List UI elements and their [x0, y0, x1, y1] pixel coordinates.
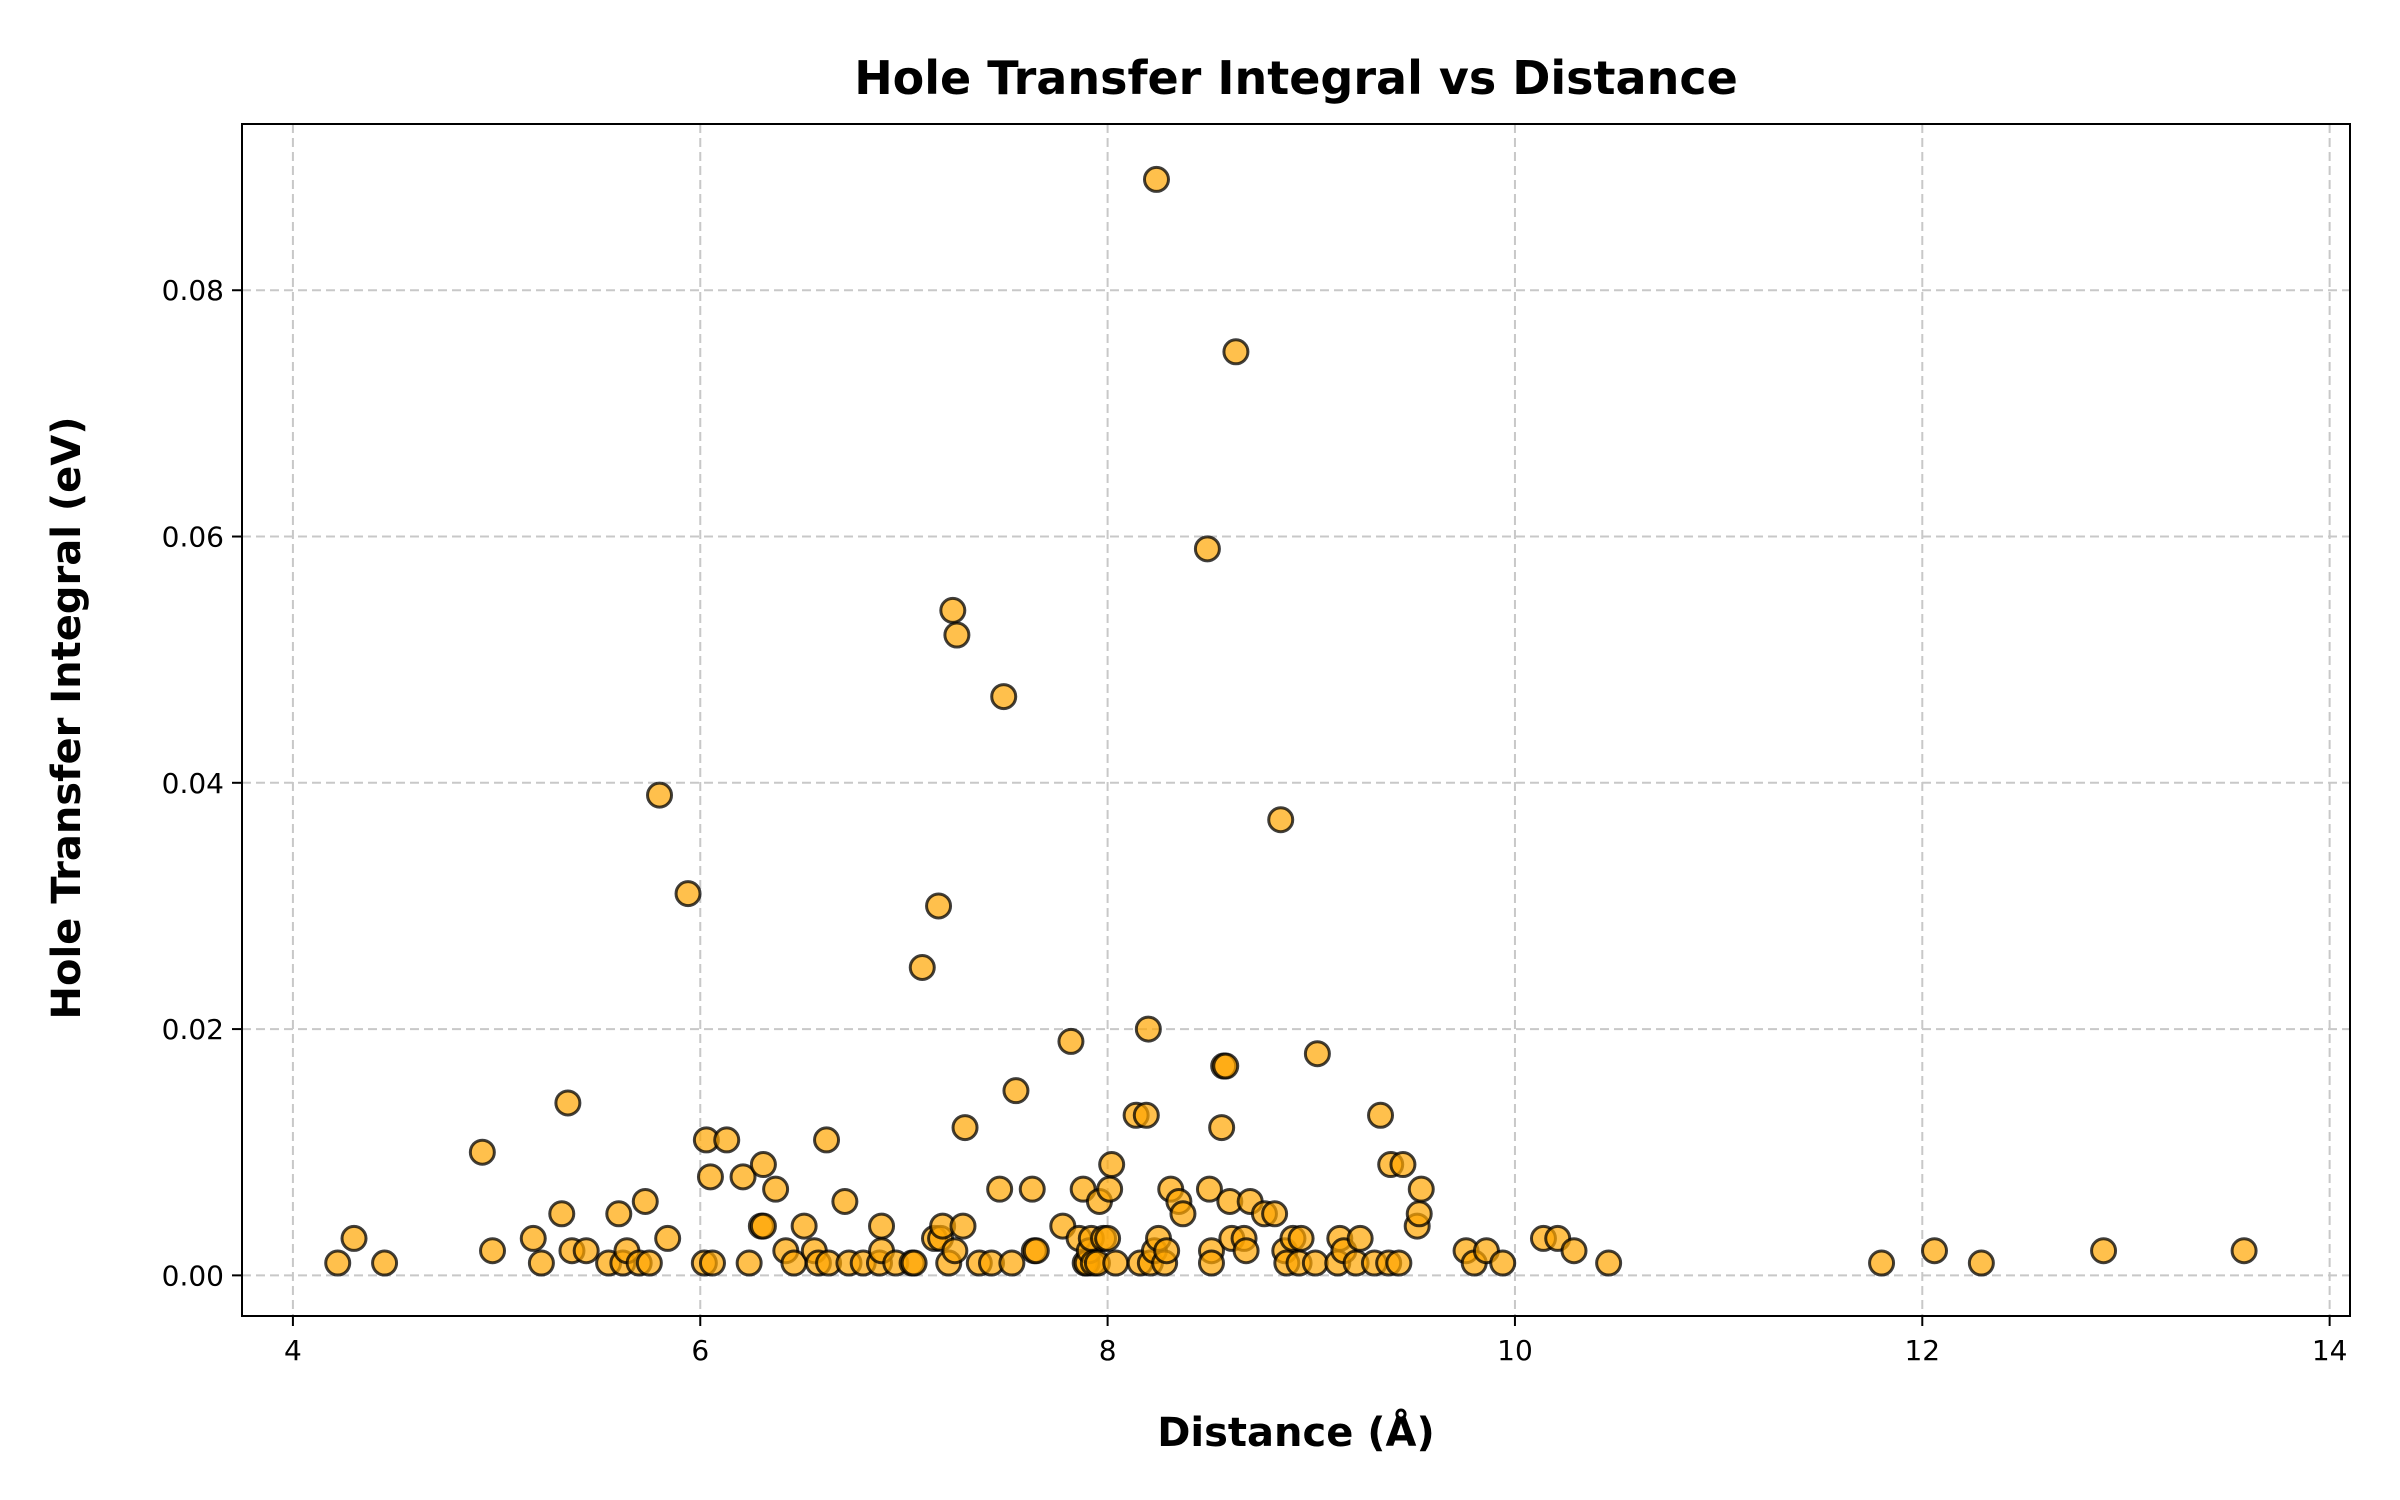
- data-point: [1102, 1249, 1130, 1277]
- data-point: [868, 1212, 896, 1240]
- data-point: [735, 1249, 763, 1277]
- data-point: [1301, 1249, 1329, 1277]
- data-point: [519, 1224, 547, 1252]
- data-point: [527, 1249, 555, 1277]
- data-point: [790, 1212, 818, 1240]
- chart-title: Hole Transfer Integral vs Distance: [854, 51, 1738, 105]
- data-point: [1921, 1237, 1949, 1265]
- x-tick-label: 10: [1497, 1334, 1533, 1367]
- data-point: [1489, 1249, 1517, 1277]
- y-tick-label: 0.08: [162, 274, 224, 307]
- data-point: [1367, 1101, 1395, 1129]
- data-point: [646, 781, 674, 809]
- data-points: [324, 165, 2258, 1277]
- data-point: [1261, 1200, 1289, 1228]
- data-point: [729, 1163, 757, 1191]
- data-point: [1096, 1175, 1124, 1203]
- data-point: [2090, 1237, 2118, 1265]
- data-point: [468, 1138, 496, 1166]
- data-point: [654, 1224, 682, 1252]
- data-point: [998, 1249, 1026, 1277]
- data-point: [1057, 1027, 1085, 1055]
- data-point: [1098, 1151, 1126, 1179]
- data-point: [1303, 1040, 1331, 1068]
- y-tick-label: 0.02: [162, 1013, 224, 1046]
- x-tick-label: 4: [284, 1334, 302, 1367]
- data-point: [696, 1163, 724, 1191]
- data-point: [1287, 1224, 1315, 1252]
- data-point: [1022, 1237, 1050, 1265]
- data-point: [554, 1089, 582, 1117]
- data-point: [749, 1212, 777, 1240]
- data-point: [1153, 1237, 1181, 1265]
- data-point: [371, 1249, 399, 1277]
- data-point: [2230, 1237, 2258, 1265]
- data-point: [572, 1237, 600, 1265]
- data-point: [949, 1212, 977, 1240]
- data-point: [1002, 1077, 1030, 1105]
- data-point: [324, 1249, 352, 1277]
- data-point: [749, 1151, 777, 1179]
- data-point: [340, 1224, 368, 1252]
- data-point: [986, 1175, 1014, 1203]
- data-point: [1212, 1052, 1240, 1080]
- data-point: [1222, 338, 1250, 366]
- data-point: [674, 880, 702, 908]
- data-point: [813, 1126, 841, 1154]
- data-point: [1389, 1151, 1417, 1179]
- y-tick-label: 0.06: [162, 521, 224, 554]
- x-axis-label: Distance (Å): [1157, 1407, 1435, 1456]
- data-point: [1193, 535, 1221, 563]
- data-point: [1595, 1249, 1623, 1277]
- data-point: [698, 1249, 726, 1277]
- data-point: [605, 1200, 633, 1228]
- data-point: [1560, 1237, 1588, 1265]
- data-point: [1142, 165, 1170, 193]
- data-point: [635, 1249, 663, 1277]
- data-point: [1346, 1224, 1374, 1252]
- data-point: [479, 1237, 507, 1265]
- data-point: [1197, 1249, 1225, 1277]
- x-tick-label: 12: [1904, 1334, 1940, 1367]
- data-point: [1232, 1237, 1260, 1265]
- grid-lines: [242, 124, 2350, 1316]
- data-point: [941, 1237, 969, 1265]
- data-point: [1018, 1175, 1046, 1203]
- data-point: [951, 1114, 979, 1142]
- data-point: [908, 954, 936, 982]
- data-point: [1094, 1224, 1122, 1252]
- data-point: [1407, 1175, 1435, 1203]
- data-point: [1134, 1015, 1162, 1043]
- data-point: [1967, 1249, 1995, 1277]
- x-tick-label: 6: [691, 1334, 709, 1367]
- data-point: [939, 596, 967, 624]
- data-point: [900, 1249, 928, 1277]
- y-tick-label: 0.04: [162, 767, 224, 800]
- data-point: [925, 892, 953, 920]
- axis-ticks: 4 6 8 10 12 14 0.00 0.02 0.04 0.06 0.08: [162, 274, 2348, 1367]
- data-point: [990, 683, 1018, 711]
- data-point: [1195, 1175, 1223, 1203]
- data-point: [1868, 1249, 1896, 1277]
- data-point: [1385, 1249, 1413, 1277]
- data-point: [831, 1187, 859, 1215]
- data-point: [1405, 1200, 1433, 1228]
- data-point: [1132, 1101, 1160, 1129]
- data-point: [1169, 1200, 1197, 1228]
- y-tick-label: 0.00: [162, 1259, 224, 1292]
- data-point: [713, 1126, 741, 1154]
- data-point: [943, 621, 971, 649]
- data-point: [548, 1200, 576, 1228]
- data-point: [1267, 806, 1295, 834]
- data-point: [762, 1175, 790, 1203]
- plot-frame: [241, 123, 2351, 1317]
- y-axis-label: Hole Transfer Integral (eV): [44, 416, 90, 1019]
- x-tick-label: 14: [2312, 1334, 2348, 1367]
- data-point: [631, 1187, 659, 1215]
- data-point: [1208, 1114, 1236, 1142]
- x-tick-label: 8: [1099, 1334, 1117, 1367]
